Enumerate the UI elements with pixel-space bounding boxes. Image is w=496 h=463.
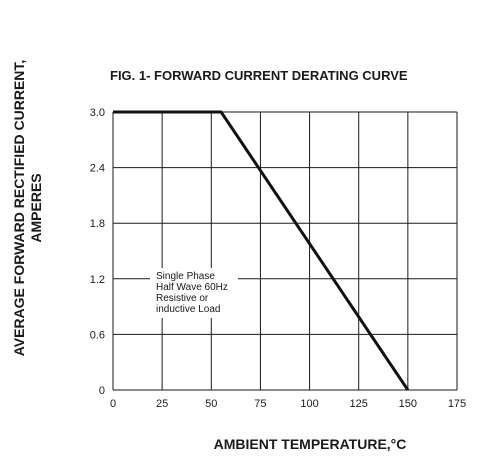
series	[113, 110, 410, 391]
chart-title: FIG. 1- FORWARD CURRENT DERATING CURVE	[110, 68, 408, 83]
x-tick-label: 25	[156, 398, 168, 410]
load-condition-annotation: Single Phase Half Wave 60Hz Resistive or…	[150, 268, 238, 318]
annotation-line-2: Half Wave 60Hz	[156, 282, 228, 293]
y-tick-label: 0	[99, 385, 105, 397]
x-tick-label: 100	[300, 398, 318, 410]
x-tick-label: 75	[254, 398, 266, 410]
y-tick-label: 0.6	[90, 329, 105, 341]
annotation-line-3: Resistive or	[156, 293, 209, 304]
annotation-line-4: inductive Load	[156, 304, 221, 315]
y-axis-title-line-2: AMPERES	[28, 173, 44, 242]
y-tick-label: 3.0	[90, 107, 105, 119]
y-tick-label: 2.4	[90, 163, 105, 175]
y-axis-title-line-1: AVERAGE FORWARD RECTIFIED CURRENT,	[11, 60, 27, 357]
annotation-background	[150, 268, 238, 318]
x-tick-label: 175	[448, 398, 466, 410]
y-tick-label: 1.2	[90, 274, 105, 286]
grid	[112, 111, 458, 391]
annotation-line-1: Single Phase	[156, 271, 215, 282]
derating-curve-line	[113, 110, 410, 391]
x-tick-label: 125	[350, 398, 368, 410]
tick-labels: 0 25 50 75 100 125 150 175 0 0.6 1.2 1.8 2.4 3.0	[90, 107, 466, 410]
x-tick-label: 50	[205, 398, 217, 410]
x-tick-label: 150	[399, 398, 417, 410]
x-axis-title: AMBIENT TEMPERATURE,°C	[214, 436, 407, 452]
x-tick-label: 0	[110, 398, 116, 410]
y-tick-label: 1.8	[90, 218, 105, 230]
